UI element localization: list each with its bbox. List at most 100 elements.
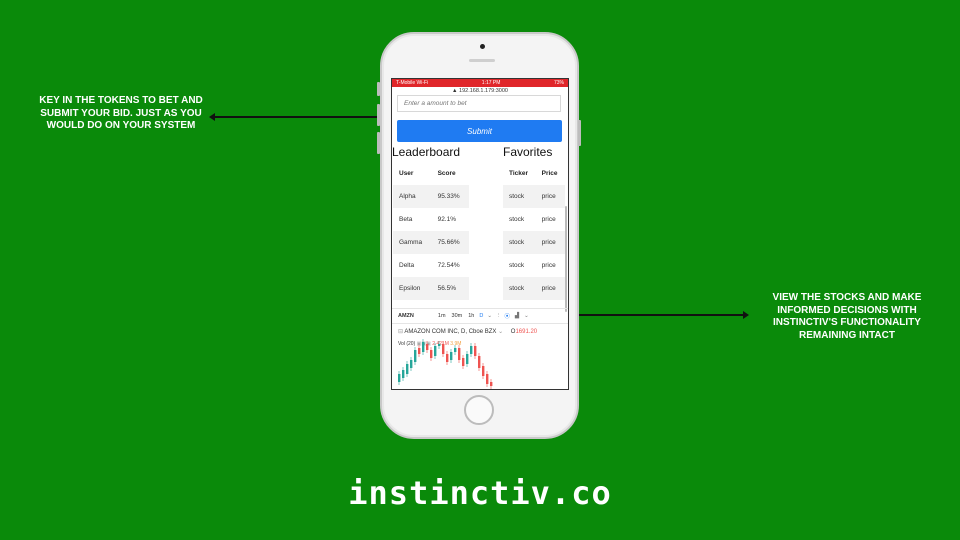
candle-body bbox=[410, 360, 413, 368]
candle-body bbox=[486, 374, 489, 384]
candle-body bbox=[490, 382, 493, 386]
candle-body bbox=[478, 356, 481, 368]
candle-body bbox=[422, 342, 425, 352]
candle-body bbox=[430, 350, 433, 358]
table-row: Gamma 75.66% bbox=[393, 231, 469, 254]
candle-body bbox=[426, 344, 429, 350]
table-row: Delta 72.54% bbox=[393, 254, 469, 277]
score-cell: 72.54% bbox=[437, 262, 460, 269]
candle-body bbox=[466, 354, 469, 364]
side-button-volume-down bbox=[377, 132, 380, 154]
candle-body bbox=[398, 374, 401, 382]
candle-body bbox=[438, 344, 441, 346]
favorites-table: Ticker Price stock price stock price stock… bbox=[503, 162, 565, 300]
bet-amount-input[interactable] bbox=[397, 95, 561, 112]
volume-label: Vol (20) bbox=[398, 341, 416, 347]
table-row[interactable]: stock price bbox=[503, 185, 565, 208]
interval-30m[interactable]: 30m bbox=[451, 313, 463, 319]
callout-view-stocks: VIEW THE STOCKS AND MAKE INFORMED DECISI… bbox=[772, 292, 922, 341]
candle-body bbox=[458, 348, 461, 360]
table-row[interactable]: stock price bbox=[503, 208, 565, 231]
ticker-cell: stock bbox=[503, 185, 536, 208]
interval-d[interactable]: D bbox=[479, 313, 484, 319]
chevron-down-icon[interactable]: ⌄ bbox=[487, 313, 492, 319]
open-price-value: 1691.20 bbox=[515, 329, 538, 335]
table-row[interactable]: stock price bbox=[503, 277, 565, 300]
front-camera bbox=[480, 44, 485, 49]
score-cell: 75.66% bbox=[431, 231, 469, 254]
user-cell: Gamma bbox=[393, 231, 432, 254]
price-cell: price bbox=[535, 277, 565, 300]
table-row: Epsilon 56.5% bbox=[393, 277, 469, 300]
symbol-selector[interactable]: AMZN bbox=[398, 313, 414, 319]
volume-value: 2.421M bbox=[432, 341, 449, 347]
arrow-left-line bbox=[213, 116, 380, 118]
chart-toolbar: AMZN 1m 30m 1h D ⌄ ⫶ ⦿ ▟ ⌄ bbox=[392, 308, 568, 324]
table-row: Alpha 95.33% bbox=[393, 185, 469, 208]
favorites-title: Favorites bbox=[503, 145, 553, 159]
user-cell: Epsilon bbox=[393, 277, 432, 300]
price-cell: price bbox=[535, 185, 565, 208]
candlestick-type-icon[interactable]: ⫶ bbox=[497, 312, 500, 319]
candle-body bbox=[470, 346, 473, 354]
callout-bet-instructions: KEY IN THE TOKENS TO BET AND SUBMIT YOUR… bbox=[39, 95, 203, 131]
earpiece-speaker bbox=[469, 59, 495, 62]
side-button-mute bbox=[377, 82, 380, 96]
collapse-icon[interactable]: ⊟ bbox=[398, 329, 404, 335]
chart-title: AMAZON COM INC, D, Cboe BZX bbox=[404, 329, 497, 335]
candle-body bbox=[434, 346, 437, 356]
chart-legend: ⊟ AMAZON COM INC, D, Cboe BZX ⌄ O1691.20 bbox=[398, 328, 537, 335]
ticker-cell: stock bbox=[503, 231, 536, 254]
open-price-label: O bbox=[510, 329, 516, 335]
candle-body bbox=[462, 358, 465, 366]
column-header-ticker: Ticker bbox=[509, 170, 529, 177]
chevron-down-icon: ⌄ bbox=[498, 329, 504, 335]
column-header-score: Score bbox=[437, 170, 456, 177]
arrow-right-line bbox=[579, 314, 744, 316]
phone-screen: T-Mobile Wi-Fi 1:17 PM 73% ▲ 192.168.1.1… bbox=[391, 78, 569, 390]
column-header-price: Price bbox=[541, 170, 558, 177]
candle-body bbox=[442, 344, 445, 354]
table-row[interactable]: stock price bbox=[503, 231, 565, 254]
ticker-cell: stock bbox=[509, 216, 525, 223]
url-bar[interactable]: ▲ 192.168.1.179:3000 bbox=[392, 87, 568, 95]
leaderboard-table: User Score Alpha 95.33% Beta 92.1% Gamma 75… bbox=[393, 162, 469, 300]
score-cell: 56.5% bbox=[431, 277, 469, 300]
candlestick-series bbox=[398, 339, 493, 389]
brand-logo-text: instinctiv.co bbox=[348, 474, 612, 512]
candle-body bbox=[402, 370, 405, 378]
lock-icon: ▲ bbox=[452, 88, 460, 94]
interval-1m[interactable]: 1m bbox=[437, 313, 446, 319]
status-bar: T-Mobile Wi-Fi 1:17 PM 73% bbox=[392, 79, 568, 87]
carrier-label: T-Mobile Wi-Fi bbox=[396, 80, 429, 86]
user-cell: Alpha bbox=[393, 185, 432, 208]
interval-1h[interactable]: 1h bbox=[468, 313, 475, 319]
side-button-power bbox=[578, 120, 581, 146]
table-row: Beta 92.1% bbox=[393, 208, 469, 231]
table-row[interactable]: stock price bbox=[503, 254, 565, 277]
column-header-user: User bbox=[399, 170, 414, 177]
compare-icon[interactable]: ⦿ bbox=[504, 314, 510, 320]
indicators-icon[interactable]: ▟ bbox=[514, 313, 520, 319]
stock-chart[interactable]: ⊟ AMAZON COM INC, D, Cboe BZX ⌄ O1691.20… bbox=[392, 324, 568, 389]
score-cell: 92.1% bbox=[437, 216, 457, 223]
candle-body bbox=[474, 346, 477, 356]
home-button[interactable] bbox=[464, 395, 494, 425]
ticker-cell: stock bbox=[503, 277, 536, 300]
submit-button[interactable]: Submit bbox=[397, 120, 562, 142]
leaderboard-title: Leaderboard bbox=[392, 145, 461, 159]
side-button-volume-up bbox=[377, 104, 380, 126]
user-cell: Beta bbox=[399, 216, 413, 223]
candle-body bbox=[482, 366, 485, 376]
candle-body bbox=[414, 350, 417, 362]
ticker-cell: stock bbox=[509, 262, 525, 269]
arrow-left-head bbox=[209, 113, 215, 121]
price-cell: price bbox=[541, 262, 556, 269]
volume-ma-value: 3.9M bbox=[450, 341, 462, 347]
battery-level: 73% bbox=[553, 80, 564, 86]
more-chevron-icon[interactable]: ⌄ bbox=[524, 313, 529, 319]
candle-body bbox=[450, 352, 453, 360]
candle-body bbox=[418, 348, 421, 354]
price-cell: price bbox=[541, 216, 556, 223]
scrollbar[interactable] bbox=[565, 206, 567, 312]
